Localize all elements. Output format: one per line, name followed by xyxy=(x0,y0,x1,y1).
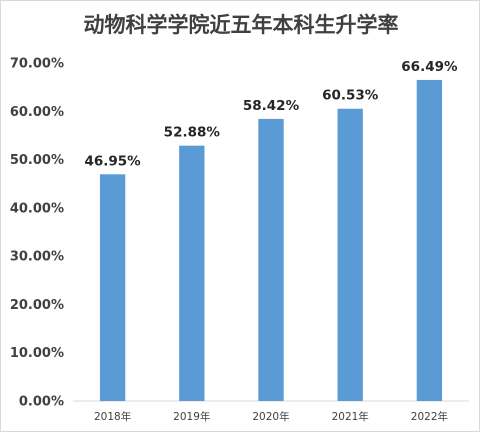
data-label: 60.53% xyxy=(322,88,379,104)
y-tick-label: 50.00% xyxy=(10,153,64,168)
x-axis-ticks: 2018年 2019年 2020年 2021年 2022年 xyxy=(94,410,448,423)
chart-title: 动物科学学院近五年本科生升学率 xyxy=(84,13,399,37)
data-label: 58.42% xyxy=(243,98,300,114)
x-tick-label: 2019年 xyxy=(173,410,210,423)
data-label: 52.88% xyxy=(164,125,221,141)
y-tick-label: 60.00% xyxy=(10,105,64,120)
y-tick-label: 10.00% xyxy=(10,346,64,361)
x-tick-label: 2018年 xyxy=(94,410,131,423)
x-tick-label: 2022年 xyxy=(411,410,448,423)
y-tick-label: 30.00% xyxy=(10,250,64,265)
x-tick-label: 2020年 xyxy=(252,410,289,423)
bar xyxy=(99,174,126,401)
data-labels: 46.95% 52.88% 58.42% 60.53% 66.49% xyxy=(84,59,458,169)
data-label: 66.49% xyxy=(401,59,458,75)
y-axis-ticks: 0.00% 10.00% 20.00% 30.00% 40.00% 50.00% 60.00… xyxy=(10,57,64,410)
bar xyxy=(258,118,284,401)
bar xyxy=(179,145,205,401)
bars xyxy=(99,79,443,402)
y-tick-label: 0.00% xyxy=(19,395,64,410)
y-tick-label: 20.00% xyxy=(10,298,64,313)
data-label: 46.95% xyxy=(84,153,141,169)
y-tick-label: 40.00% xyxy=(10,201,64,216)
bar xyxy=(337,108,363,402)
bar xyxy=(416,79,443,401)
x-tick-label: 2021年 xyxy=(332,410,369,423)
y-tick-label: 70.00% xyxy=(10,57,64,72)
